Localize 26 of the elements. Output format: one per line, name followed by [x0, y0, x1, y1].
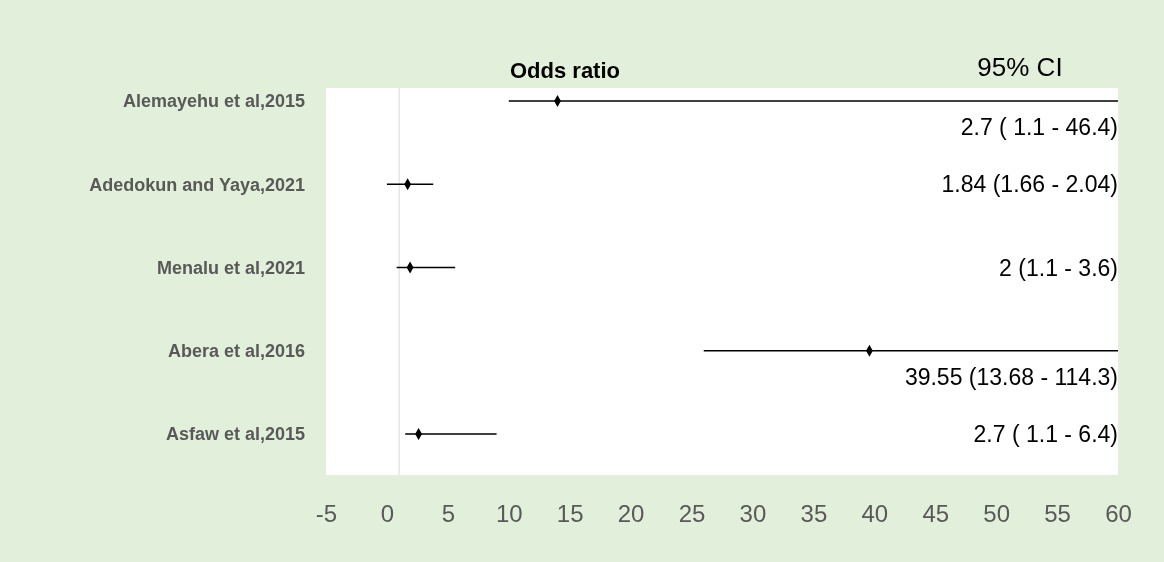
chart-title: Odds ratio: [509, 58, 621, 83]
x-tick-label: 45: [922, 500, 950, 527]
y-tick-label: Menalu et al,2021: [156, 257, 305, 278]
x-tick-label: 15: [556, 500, 584, 527]
x-tick-label: 0: [380, 500, 395, 527]
annotation: 39.55 (13.68 - 114.3): [904, 363, 1118, 390]
x-tick-label: 5: [441, 500, 456, 527]
x-tick-label: 25: [678, 500, 706, 527]
annotation: 2.7 ( 1.1 - 6.4): [973, 421, 1118, 448]
y-tick-label: Adedokun and Yaya,2021: [89, 174, 305, 195]
x-tick-label: 20: [617, 500, 645, 527]
y-tick-label: Asfaw et al,2015: [165, 424, 305, 445]
x-tick-label: 10: [495, 500, 523, 527]
x-tick-label: 35: [800, 500, 828, 527]
text: 95% CI: [977, 52, 1063, 82]
annotation: 1.84 (1.66 - 2.04): [941, 171, 1118, 198]
x-tick-label: 55: [1044, 500, 1071, 527]
x-tick-label: 60: [1105, 500, 1132, 527]
annotation: 2.7 ( 1.1 - 46.4): [960, 114, 1118, 141]
y-tick-label: Alemayehu et al,2015: [122, 91, 305, 112]
x-tick-label: 40: [861, 500, 889, 527]
x-tick-label: -5: [315, 500, 338, 527]
x-tick-label: 30: [739, 500, 767, 527]
x-tick-label: 50: [983, 500, 1011, 527]
y-tick-label: Abera et al,2016: [167, 341, 305, 362]
annotation: 2 (1.1 - 3.6): [999, 254, 1118, 281]
